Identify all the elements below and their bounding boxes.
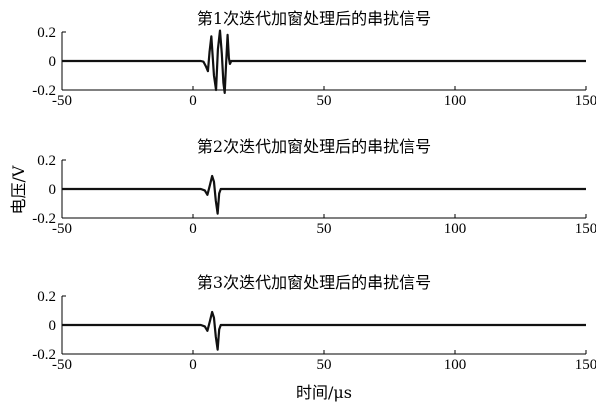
series-line-1 — [62, 310, 586, 351]
y-axis-label: 电压/V — [9, 165, 28, 214]
y-tick-label: 0 — [49, 318, 57, 334]
y-tick-label: 0 — [49, 182, 57, 198]
series-line-1 — [62, 174, 586, 215]
y-tick-label: 0.2 — [37, 25, 56, 41]
panel-title: 第1次迭代加窗处理后的串扰信号 — [197, 9, 431, 28]
panel-title: 第2次迭代加窗处理后的串扰信号 — [197, 137, 431, 156]
panel-3: 第3次迭代加窗处理后的串扰信号 -50 0 50 100 150 0.2 0 -0.2 — [32, 273, 596, 373]
x-tick-label: 0 — [189, 221, 197, 237]
x-tick-label: -50 — [52, 221, 72, 237]
y-tick-label: 0.2 — [37, 153, 56, 169]
x-tick-label: 50 — [317, 93, 332, 109]
panels: 第1次迭代加窗处理后的串扰信号-50 0 50 100 1500.20-0.2第2次迭代… — [32, 9, 596, 373]
x-tick-label: -50 — [52, 357, 72, 373]
x-tick-label: 100 — [444, 221, 467, 237]
y-tick-label: -0.2 — [32, 83, 56, 99]
x-tick-label: 0 — [189, 357, 197, 373]
x-axis-label: 时间/μs — [296, 383, 352, 402]
x-tick-label: 50 — [317, 357, 332, 373]
x-tick-label: 100 — [444, 357, 467, 373]
x-tick-label: 100 — [444, 93, 467, 109]
y-tick-label: -0.2 — [32, 347, 56, 363]
series-line-1 — [62, 29, 586, 94]
x-tick-label: -50 — [52, 93, 72, 109]
y-tick-label: -0.2 — [32, 211, 56, 227]
panel-1: 第1次迭代加窗处理后的串扰信号 -50 0 50 100 150 0.2 0 -0.2 — [32, 9, 596, 109]
panel-title: 第3次迭代加窗处理后的串扰信号 — [197, 273, 431, 292]
panel-2: 第2次迭代加窗处理后的串扰信号 -50 0 50 100 150 0.2 0 -0.2 — [32, 137, 596, 237]
x-tick-label: 150 — [575, 357, 596, 373]
x-tick-label: 150 — [575, 221, 596, 237]
y-tick-label: 0 — [49, 54, 57, 70]
x-tick-label: 0 — [189, 93, 197, 109]
x-tick-label: 150 — [575, 93, 596, 109]
x-tick-label: 50 — [317, 221, 332, 237]
y-tick-label: 0.2 — [37, 289, 56, 305]
